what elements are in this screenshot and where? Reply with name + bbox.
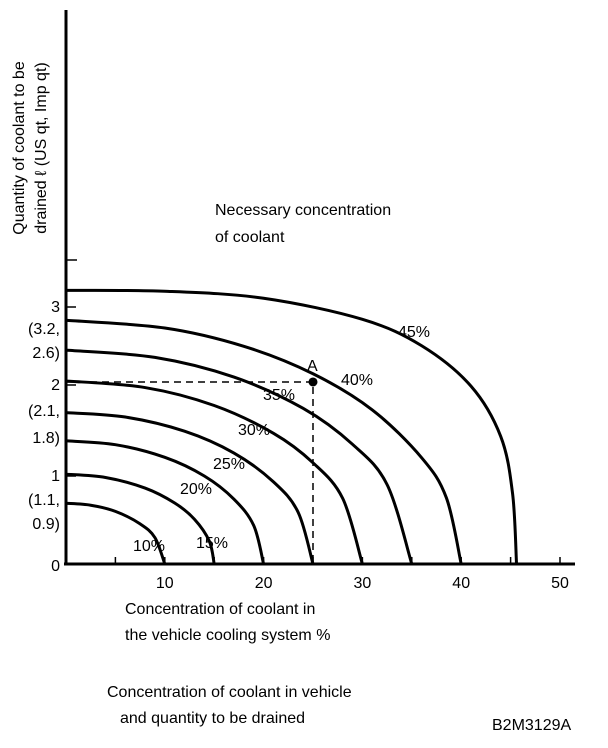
x-tick-label: 30 [354,575,372,592]
point-a-label: A [307,358,318,375]
x-axis-title-line-1: Concentration of coolant in [125,601,315,618]
caption-line-1: Concentration of coolant in vehicle [107,684,352,701]
x-tick-label: 10 [156,575,174,592]
y-tick-label: (3.2, [28,321,60,338]
point-a-marker [308,377,318,387]
y-tick-label: 2 [51,377,60,394]
y-tick-label: 0.9) [32,516,60,533]
curve-label-30pct: 30% [238,422,270,439]
y-tick-label: 0 [51,558,60,575]
curve-label-25pct: 25% [213,456,245,473]
legend-title-line-2: of coolant [215,229,285,246]
y-tick-label: 1.8) [32,430,60,447]
point-a-guide [66,381,314,564]
y-axis-title-line-2: drained ℓ (US qt, Imp qt) [33,62,50,233]
curve-15pct [65,472,216,565]
curve-label-20pct: 20% [180,481,212,498]
curve-10pct [65,501,167,565]
curve-label-10pct: 10% [133,538,165,555]
curve-45pct [65,288,519,565]
y-axis-title: Quantity of coolant to be drained ℓ (US … [11,61,50,235]
x-tick-label: 40 [452,575,470,592]
y-tick-label: (1.1, [28,492,60,509]
curve-40pct [65,318,463,565]
curve-30pct [65,379,364,565]
x-tick-label: 50 [551,575,569,592]
legend-title-line-1: Necessary concentration [215,202,391,219]
curve-25pct [65,411,315,565]
curve-label-45pct: 45% [398,324,430,341]
y-axis-title-line-1: Quantity of coolant to be [11,61,28,235]
curve-label-40pct: 40% [341,372,373,389]
x-axis-title-line-2: the vehicle cooling system % [125,627,330,644]
curve-label-35pct: 35% [263,387,295,404]
y-tick-label: 1 [51,468,60,485]
figure-code: B2M3129A [492,717,571,734]
curve-35pct [65,348,414,565]
y-tick-label: (2.1, [28,403,60,420]
caption-line-2: and quantity to be drained [120,710,305,727]
curve-label-15pct: 15% [196,535,228,552]
y-tick-label: 2.6) [32,345,60,362]
y-tick-label: 3 [51,299,60,316]
x-tick-label: 20 [255,575,273,592]
curve-20pct [65,439,266,565]
